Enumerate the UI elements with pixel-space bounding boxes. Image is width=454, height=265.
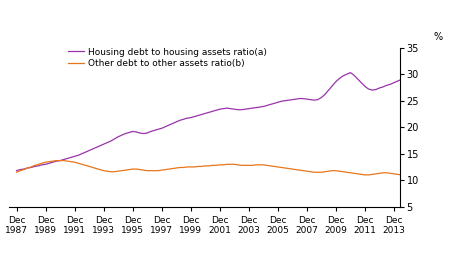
- Other debt to other assets ratio(b): [144, 169, 150, 172]
- Housing debt to housing assets ratio(a): [322, 93, 328, 96]
- Text: %: %: [434, 32, 443, 42]
- Housing debt to housing assets ratio(a): [14, 169, 20, 172]
- Other debt to other assets ratio(b): [54, 159, 59, 162]
- Other debt to other assets ratio(b): [384, 171, 390, 174]
- Other debt to other assets ratio(b): [217, 163, 222, 166]
- Line: Housing debt to housing assets ratio(a): Housing debt to housing assets ratio(a): [17, 67, 454, 171]
- Housing debt to housing assets ratio(a): [359, 81, 364, 84]
- Housing debt to housing assets ratio(a): [213, 109, 219, 112]
- Housing debt to housing assets ratio(a): [380, 85, 386, 89]
- Other debt to other assets ratio(b): [261, 163, 266, 166]
- Housing debt to housing assets ratio(a): [141, 132, 146, 135]
- Housing debt to housing assets ratio(a): [257, 105, 262, 109]
- Line: Other debt to other assets ratio(b): Other debt to other assets ratio(b): [17, 161, 454, 178]
- Other debt to other assets ratio(b): [14, 171, 20, 174]
- Housing debt to housing assets ratio(a): [428, 66, 433, 69]
- Other debt to other assets ratio(b): [362, 173, 368, 176]
- Legend: Housing debt to housing assets ratio(a), Other debt to other assets ratio(b): Housing debt to housing assets ratio(a),…: [68, 48, 266, 68]
- Other debt to other assets ratio(b): [326, 170, 331, 173]
